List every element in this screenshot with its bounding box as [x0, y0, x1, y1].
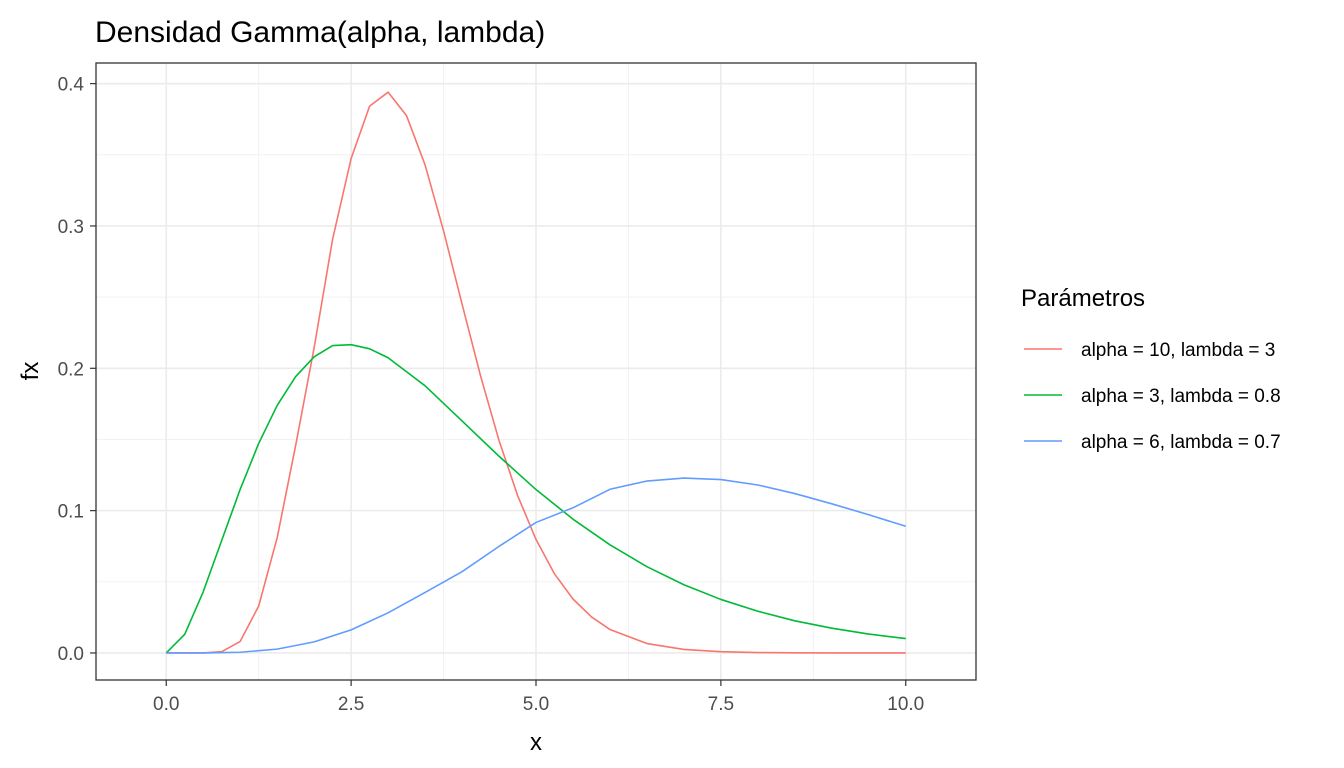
chart-title: Densidad Gamma(alpha, lambda): [95, 16, 545, 49]
plot-panel: [95, 62, 977, 681]
x-tick-label: 10.0: [887, 694, 924, 715]
x-tick-label: 0.0: [153, 694, 179, 715]
x-axis: 0.0 2.5 5.0 7.5 10.0: [153, 680, 924, 715]
y-tick-label: 0.1: [58, 502, 84, 523]
y-tick-label: 0.0: [58, 644, 84, 665]
y-axis: 0.0 0.1 0.2 0.3 0.4: [58, 75, 96, 665]
legend-title: Parámetros: [1021, 285, 1145, 312]
legend-items: alpha = 10, lambda = 3 alpha = 3, lambda …: [1024, 340, 1281, 453]
y-tick-label: 0.2: [58, 359, 84, 380]
y-tick-label: 0.4: [58, 75, 85, 96]
legend-label-2: alpha = 3, lambda = 0.8: [1081, 386, 1281, 407]
series-line-2: [165, 343, 906, 654]
series-line-1: [166, 91, 906, 654]
x-tick-label: 5.0: [523, 694, 549, 715]
y-tick-label: 0.3: [58, 217, 84, 238]
series-layer: [165, 91, 906, 654]
x-tick-label: 2.5: [338, 694, 364, 715]
major-gridlines: [96, 63, 976, 680]
legend-label-3: alpha = 6, lambda = 0.7: [1081, 432, 1281, 453]
x-tick-label: 7.5: [708, 694, 734, 715]
legend-label-1: alpha = 10, lambda = 3: [1081, 340, 1275, 361]
series-line-3: [166, 477, 906, 654]
y-axis-title: fx: [17, 362, 44, 381]
x-axis-title: x: [530, 729, 542, 756]
